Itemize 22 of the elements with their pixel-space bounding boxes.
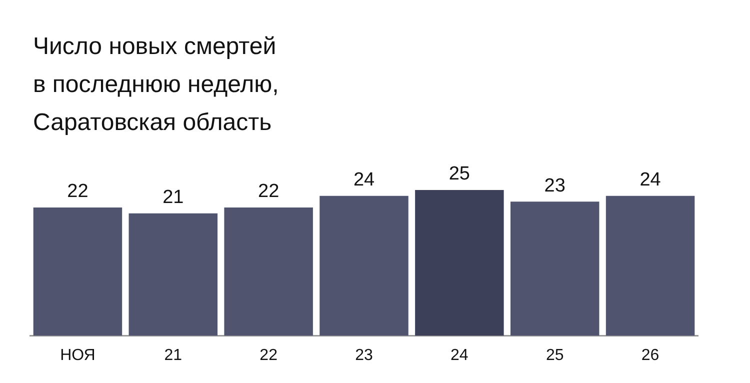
bar [510,202,600,336]
data-label: 22 [258,181,280,202]
x-tick-label: 24 [450,346,468,364]
data-label: 25 [448,164,470,185]
x-tick-label: 25 [546,346,564,364]
data-label: 22 [67,181,88,202]
x-tick-label: 22 [260,346,278,364]
bar [606,196,695,336]
x-tick-label: 26 [641,346,660,364]
bar [224,207,313,336]
bar [415,190,504,336]
data-label: 24 [640,170,662,191]
data-label: 24 [353,170,375,191]
data-label: 21 [162,187,184,208]
bar [128,213,218,336]
x-tick-label: 21 [164,346,182,364]
chart-title: Число новых смертей в последнюю неделю, Саратовская область [33,32,279,138]
x-tick-label: 23 [355,346,373,364]
x-tick-label: НОЯ [60,346,96,364]
bar [33,207,122,336]
bar [320,196,408,336]
data-label: 23 [544,175,566,196]
